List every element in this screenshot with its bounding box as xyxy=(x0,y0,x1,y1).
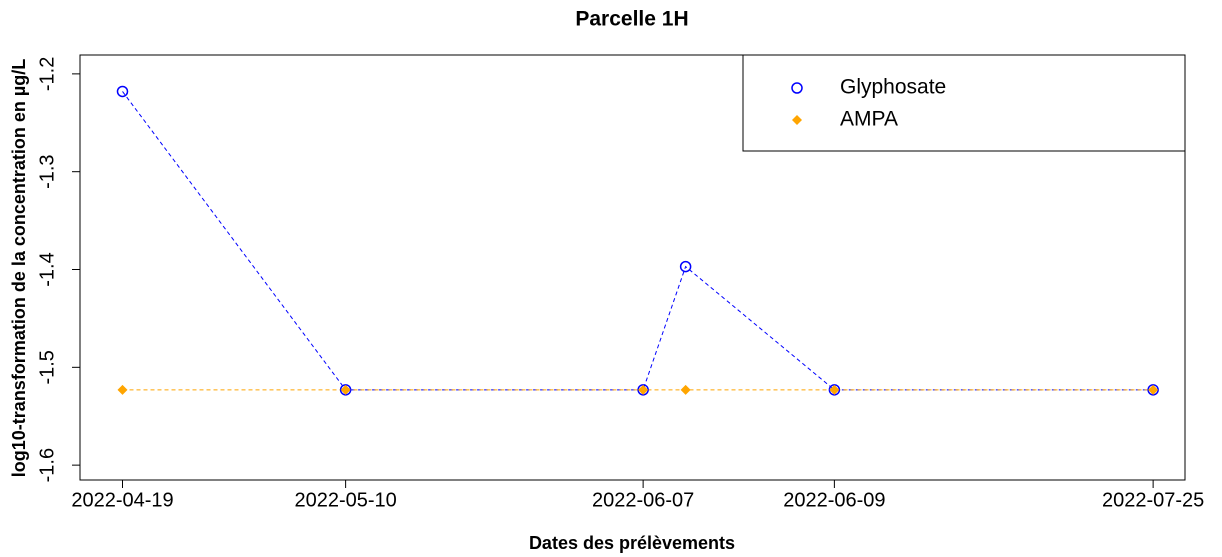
y-tick-label: -1.5 xyxy=(36,350,58,384)
legend-marker xyxy=(791,82,803,94)
x-axis-title: Dates des prélèvements xyxy=(529,533,735,553)
marker xyxy=(680,384,691,395)
y-tick-label: -1.6 xyxy=(36,448,58,482)
x-tick-label: 2022-06-09 xyxy=(783,489,885,511)
y-tick-label: -1.4 xyxy=(36,252,58,286)
marker xyxy=(116,85,129,98)
legend-label: AMPA xyxy=(840,108,898,131)
marker xyxy=(1148,384,1159,395)
marker xyxy=(638,384,649,395)
legend-label: Glyphosate xyxy=(840,76,946,99)
marker xyxy=(679,260,692,273)
marker xyxy=(117,384,128,395)
y-axis-title: log10-transformation de la concentration… xyxy=(9,59,29,477)
x-tick-label: 2022-06-07 xyxy=(592,489,694,511)
plot-frame xyxy=(79,54,1186,481)
legend-box xyxy=(742,54,1186,152)
y-tick-label: -1.2 xyxy=(36,57,58,91)
chart-title: Parcelle 1H xyxy=(575,8,688,31)
x-tick-label: 2022-07-25 xyxy=(1102,489,1204,511)
marker xyxy=(340,384,351,395)
x-tick-label: 2022-05-10 xyxy=(294,489,396,511)
y-tick-label: -1.3 xyxy=(36,154,58,188)
marker xyxy=(829,384,840,395)
x-tick-label: 2022-04-19 xyxy=(71,489,173,511)
legend-marker xyxy=(792,115,802,125)
